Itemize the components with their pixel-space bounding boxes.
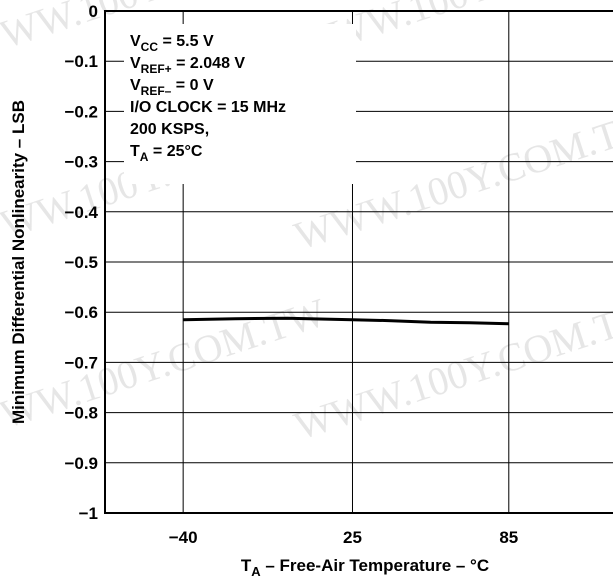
y-tick-label: −0.2 — [64, 102, 98, 121]
x-axis-title-rest: – Free-Air Temperature – °C — [261, 556, 490, 575]
y-tick-label: −0.4 — [64, 203, 98, 222]
y-tick-label: −0.3 — [64, 153, 98, 172]
y-tick-label: −0.7 — [64, 353, 98, 372]
watermark-text: WWW.100Y.COM.TW — [0, 289, 331, 448]
plot-frame — [104, 10, 613, 514]
condition-line: TA = 25°C — [130, 143, 203, 164]
x-axis-title-main: T — [241, 556, 252, 575]
data-line — [183, 316, 509, 326]
condition-line: VREF– = 0 V — [130, 77, 214, 98]
watermark-text: WWW.100Y.COM.TW — [289, 289, 613, 448]
y-tick-label: −0.1 — [64, 52, 98, 71]
x-tick-labels: −40 25 85 — [169, 528, 519, 547]
y-axis-title: Minimum Differential Nonlinearity – LSB — [9, 100, 28, 424]
y-tick-label: −0.8 — [64, 404, 98, 423]
condition-line: VREF+ = 2.048 V — [130, 55, 245, 76]
series-layer — [183, 316, 509, 326]
x-axis-title-sub: A — [251, 564, 261, 579]
y-tick-label: −0.6 — [64, 303, 98, 322]
x-tick-label: 85 — [499, 528, 518, 547]
conditions-box-bg — [124, 24, 356, 184]
y-tick-label: −0.5 — [64, 253, 98, 272]
x-tick-label: −40 — [169, 528, 198, 547]
y-tick-labels: 0 −0.1 −0.2 −0.3 −0.4 −0.5 −0.6 −0.7 −0.8 −0.9 −1 — [64, 2, 98, 523]
y-tick-label: −0.9 — [64, 454, 98, 473]
x-axis-title: TA – Free-Air Temperature – °C — [241, 556, 489, 579]
y-tick-label: 0 — [89, 2, 98, 21]
condition-line: VCC = 5.5 V — [130, 33, 214, 54]
condition-line: 200 KSPS, — [130, 121, 209, 138]
x-tick-label: 25 — [343, 528, 362, 547]
y-tick-label: −1 — [79, 504, 98, 523]
condition-line: I/O CLOCK = 15 MHz — [130, 99, 286, 116]
